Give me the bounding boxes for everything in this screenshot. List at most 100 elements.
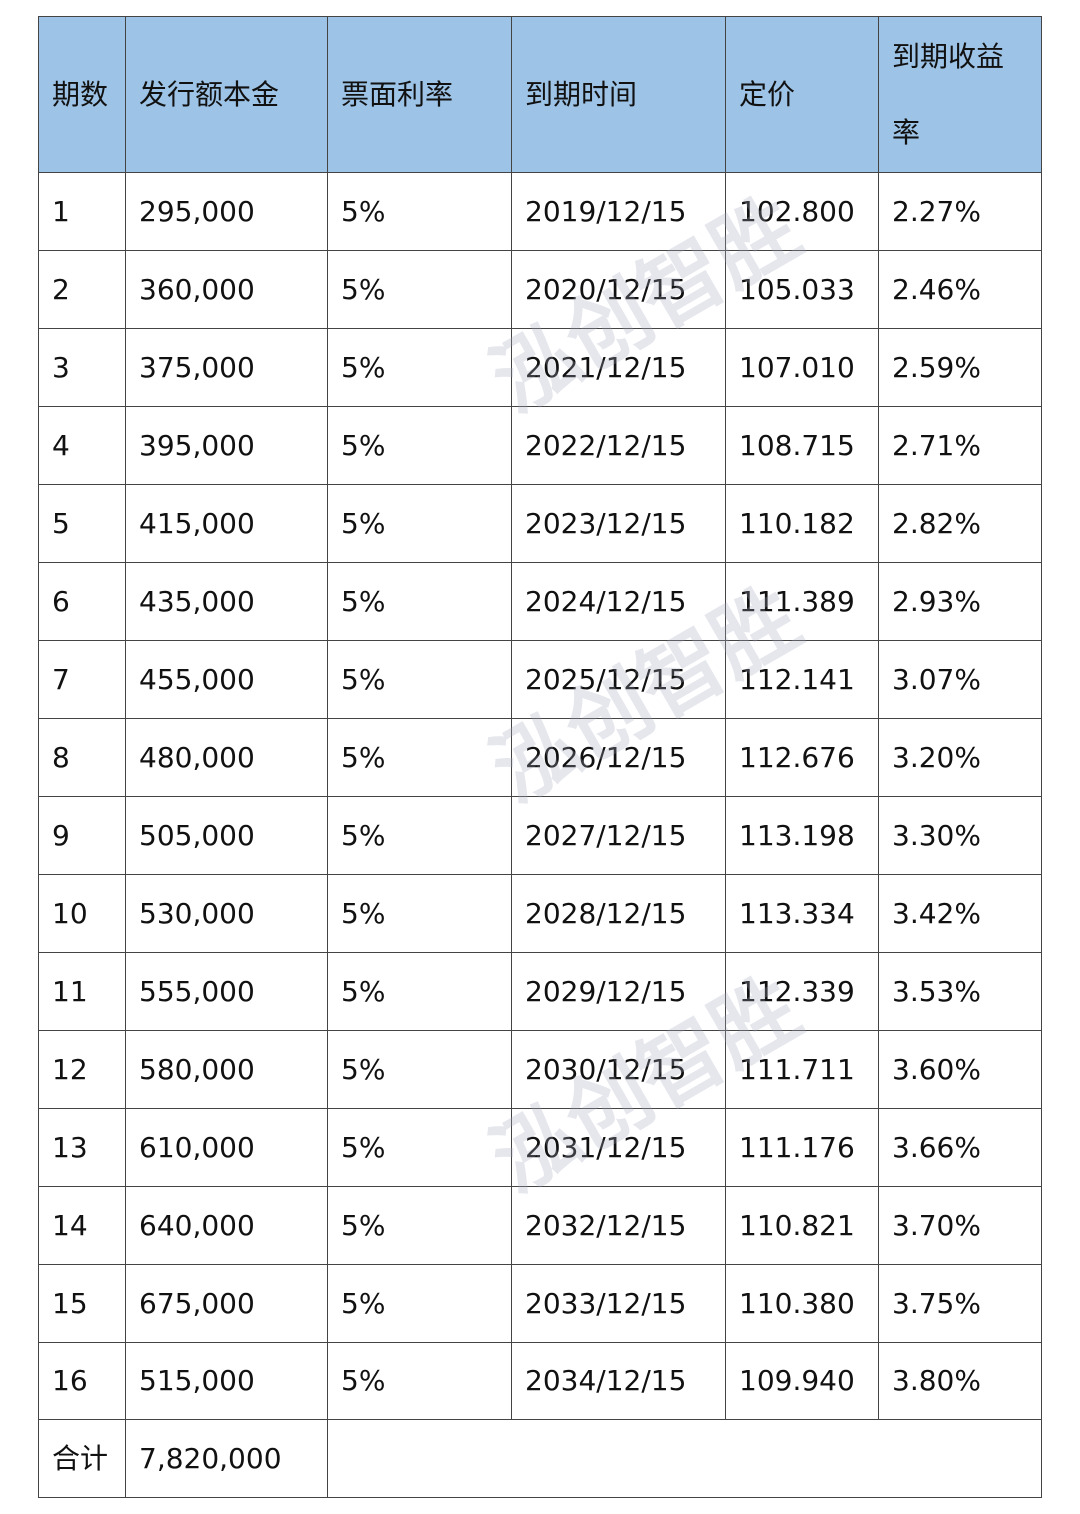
table-cell: 5% xyxy=(327,1108,512,1187)
table-cell: 2034/12/15 xyxy=(511,1342,726,1420)
table-cell: 2033/12/15 xyxy=(511,1264,726,1343)
table-cell: 16 xyxy=(38,1342,126,1420)
table-cell: 111.176 xyxy=(725,1108,879,1187)
table-cell: 107.010 xyxy=(725,328,879,407)
table-cell: 5% xyxy=(327,1342,512,1420)
total-cell: 合计 xyxy=(38,1419,126,1498)
total-cell: 7,820,000 xyxy=(125,1419,328,1498)
table-cell: 3.07% xyxy=(878,640,1042,719)
table-cell: 2.71% xyxy=(878,406,1042,485)
table-cell: 7 xyxy=(38,640,126,719)
table-cell: 5% xyxy=(327,952,512,1031)
table-cell: 2.93% xyxy=(878,562,1042,641)
header-cell: 发行额本金 xyxy=(125,16,328,173)
table-cell: 3.70% xyxy=(878,1186,1042,1265)
table-cell: 2.59% xyxy=(878,328,1042,407)
table-row: 1 295,000 5% 2019/12/15 102.800 2.27% xyxy=(38,172,1042,251)
table-cell: 675,000 xyxy=(125,1264,328,1343)
table-cell: 375,000 xyxy=(125,328,328,407)
table-cell: 9 xyxy=(38,796,126,875)
table-cell: 3.66% xyxy=(878,1108,1042,1187)
table-cell: 105.033 xyxy=(725,250,879,329)
table-cell: 113.334 xyxy=(725,874,879,953)
table-cell: 2029/12/15 xyxy=(511,952,726,1031)
table-row: 15 675,000 5% 2033/12/15 110.380 3.75% xyxy=(38,1264,1042,1343)
bond-table: 期数 发行额本金 票面利率 到期时间 定价 到期收益率 1 295,000 5% 2019/12… xyxy=(38,16,1042,1498)
table-cell: 5% xyxy=(327,328,512,407)
table-cell: 5% xyxy=(327,484,512,563)
table-cell: 3.80% xyxy=(878,1342,1042,1420)
table-row: 8 480,000 5% 2026/12/15 112.676 3.20% xyxy=(38,718,1042,797)
table-cell: 3 xyxy=(38,328,126,407)
table-cell: 12 xyxy=(38,1030,126,1109)
table-cell: 5% xyxy=(327,1264,512,1343)
table-row: 10 530,000 5% 2028/12/15 113.334 3.42% xyxy=(38,874,1042,953)
header-cell: 到期收益率 xyxy=(878,16,1042,173)
table-cell: 2025/12/15 xyxy=(511,640,726,719)
table-cell: 530,000 xyxy=(125,874,328,953)
table-cell: 113.198 xyxy=(725,796,879,875)
table-cell: 3.60% xyxy=(878,1030,1042,1109)
table-cell: 2.82% xyxy=(878,484,1042,563)
table-cell: 555,000 xyxy=(125,952,328,1031)
table-cell: 480,000 xyxy=(125,718,328,797)
table-cell: 5% xyxy=(327,718,512,797)
table-cell: 110.182 xyxy=(725,484,879,563)
table-cell: 5% xyxy=(327,1186,512,1265)
table-cell: 455,000 xyxy=(125,640,328,719)
table-cell: 2021/12/15 xyxy=(511,328,726,407)
table-cell: 415,000 xyxy=(125,484,328,563)
table-cell: 2019/12/15 xyxy=(511,172,726,251)
table-cell: 102.800 xyxy=(725,172,879,251)
table-cell: 4 xyxy=(38,406,126,485)
table-row: 14 640,000 5% 2032/12/15 110.821 3.70% xyxy=(38,1186,1042,1265)
table-cell: 6 xyxy=(38,562,126,641)
table-cell: 640,000 xyxy=(125,1186,328,1265)
table-cell: 360,000 xyxy=(125,250,328,329)
table-cell: 505,000 xyxy=(125,796,328,875)
table-cell: 1 xyxy=(38,172,126,251)
table-cell: 2023/12/15 xyxy=(511,484,726,563)
table-cell: 10 xyxy=(38,874,126,953)
table-cell: 109.940 xyxy=(725,1342,879,1420)
table-cell: 112.339 xyxy=(725,952,879,1031)
table-cell: 110.380 xyxy=(725,1264,879,1343)
table-cell: 5% xyxy=(327,250,512,329)
table-row: 4 395,000 5% 2022/12/15 108.715 2.71% xyxy=(38,406,1042,485)
table-row: 16 515,000 5% 2034/12/15 109.940 3.80% xyxy=(38,1342,1042,1420)
header-cell: 定价 xyxy=(725,16,879,173)
table-cell: 5 xyxy=(38,484,126,563)
table-cell: 2020/12/15 xyxy=(511,250,726,329)
table-cell: 5% xyxy=(327,874,512,953)
table-cell: 3.30% xyxy=(878,796,1042,875)
table-row: 5 415,000 5% 2023/12/15 110.182 2.82% xyxy=(38,484,1042,563)
table-cell: 5% xyxy=(327,640,512,719)
table-cell: 2028/12/15 xyxy=(511,874,726,953)
header-row: 期数 发行额本金 票面利率 到期时间 定价 到期收益率 xyxy=(38,16,1042,173)
header-cell: 期数 xyxy=(38,16,126,173)
table-row: 6 435,000 5% 2024/12/15 111.389 2.93% xyxy=(38,562,1042,641)
table-cell: 2024/12/15 xyxy=(511,562,726,641)
table-cell: 3.42% xyxy=(878,874,1042,953)
table-cell: 2027/12/15 xyxy=(511,796,726,875)
table-row: 7 455,000 5% 2025/12/15 112.141 3.07% xyxy=(38,640,1042,719)
table-cell: 5% xyxy=(327,1030,512,1109)
header-cell: 票面利率 xyxy=(327,16,512,173)
table-cell: 2022/12/15 xyxy=(511,406,726,485)
table-row: 2 360,000 5% 2020/12/15 105.033 2.46% xyxy=(38,250,1042,329)
table-cell: 395,000 xyxy=(125,406,328,485)
table-cell: 2 xyxy=(38,250,126,329)
table-cell: 112.141 xyxy=(725,640,879,719)
table-cell: 8 xyxy=(38,718,126,797)
table-cell: 2026/12/15 xyxy=(511,718,726,797)
table-cell: 2.46% xyxy=(878,250,1042,329)
table-row: 13 610,000 5% 2031/12/15 111.176 3.66% xyxy=(38,1108,1042,1187)
table-cell: 295,000 xyxy=(125,172,328,251)
table-cell: 111.389 xyxy=(725,562,879,641)
table-cell: 111.711 xyxy=(725,1030,879,1109)
table-cell: 11 xyxy=(38,952,126,1031)
header-cell: 到期时间 xyxy=(511,16,726,173)
table-cell: 112.676 xyxy=(725,718,879,797)
table-row: 11 555,000 5% 2029/12/15 112.339 3.53% xyxy=(38,952,1042,1031)
table-cell: 610,000 xyxy=(125,1108,328,1187)
